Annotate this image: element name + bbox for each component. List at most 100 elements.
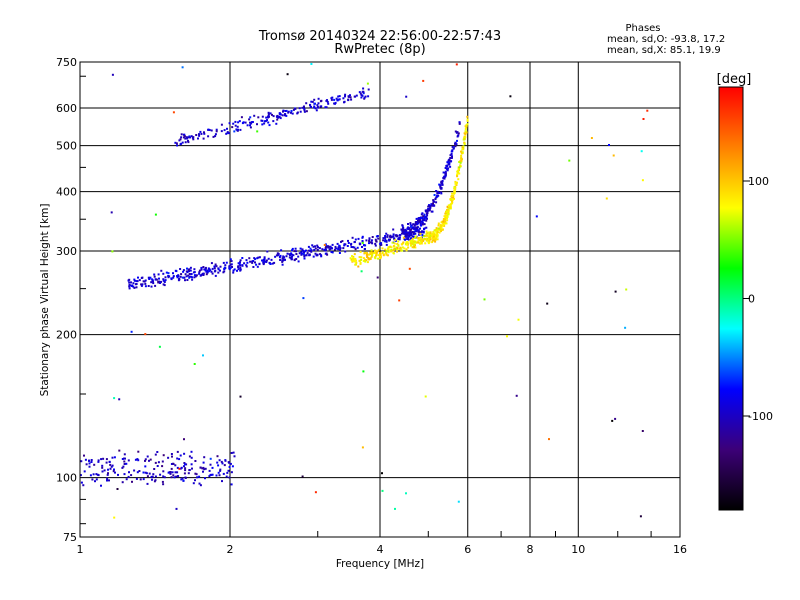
scatter-point	[136, 471, 139, 474]
scatter-point	[167, 456, 170, 459]
noise-point	[360, 270, 363, 273]
scatter-point	[221, 480, 223, 483]
x-tick-label: 6	[464, 543, 471, 556]
scatter-point	[170, 476, 173, 479]
scatter-point	[130, 281, 132, 284]
noise-point	[111, 73, 114, 76]
colorbar	[718, 86, 744, 511]
scatter-point	[157, 273, 160, 276]
scatter-point	[195, 473, 198, 476]
scatter-point	[161, 460, 164, 463]
scatter-point	[223, 268, 226, 270]
scatter-point	[375, 251, 378, 254]
scatter-point	[419, 222, 422, 225]
scatter-point	[456, 181, 458, 184]
noise-point	[625, 288, 628, 291]
scatter-point	[156, 465, 159, 467]
scatter-point	[359, 250, 362, 253]
scatter-point	[379, 256, 382, 258]
colorbar-label: [deg]	[717, 72, 752, 87]
scatter-point	[390, 250, 393, 253]
scatter-point	[303, 257, 306, 260]
scatter-point	[385, 240, 388, 243]
scatter-point	[428, 205, 431, 208]
scatter-point	[180, 478, 183, 481]
scatter-point	[375, 253, 378, 256]
scatter-point	[414, 241, 417, 244]
scatter-point	[179, 454, 182, 457]
scatter-point	[220, 123, 223, 126]
scatter-point	[363, 244, 365, 247]
scatter-point	[385, 250, 388, 253]
noise-point	[361, 446, 364, 449]
scatter-point	[432, 239, 435, 242]
scatter-point	[208, 475, 211, 478]
scatter-point	[412, 235, 415, 238]
scatter-point	[163, 476, 166, 479]
scatter-point	[464, 130, 467, 133]
scatter-point	[371, 236, 374, 238]
scatter-point	[80, 460, 83, 463]
noise-point	[376, 276, 379, 279]
scatter-point	[420, 217, 423, 219]
scatter-point	[388, 249, 391, 252]
scatter-point	[292, 108, 295, 111]
noise-point	[144, 333, 147, 336]
scatter-point	[434, 238, 437, 241]
scatter-point	[347, 95, 350, 98]
noise-point	[455, 63, 458, 66]
scatter-point	[435, 190, 438, 192]
scatter-point	[217, 268, 220, 271]
scatter-point	[298, 252, 301, 255]
scatter-point	[302, 253, 305, 256]
scatter-point	[366, 252, 368, 255]
scatter-point	[309, 103, 312, 106]
scatter-point	[234, 120, 237, 123]
scatter-point	[106, 479, 108, 482]
scatter-point	[167, 272, 170, 275]
scatter-point	[245, 265, 248, 268]
noise-point	[535, 215, 538, 218]
scatter-point	[97, 459, 100, 462]
scatter-point	[198, 133, 200, 136]
scatter-point	[352, 246, 354, 249]
scatter-point	[316, 106, 319, 108]
scatter-point	[208, 268, 211, 271]
scatter-point	[440, 187, 443, 190]
scatter-point	[317, 102, 320, 105]
scatter-point	[208, 129, 211, 131]
scatter-point	[255, 263, 258, 266]
scatter-point	[421, 234, 424, 236]
scatter-point	[403, 231, 406, 234]
scatter-point	[354, 238, 357, 241]
scatter-point	[256, 257, 259, 260]
scatter-point	[382, 239, 385, 242]
scatter-point	[101, 464, 104, 467]
scatter-point	[239, 259, 242, 262]
scatter-point	[177, 274, 180, 277]
scatter-point	[253, 114, 256, 117]
scatter-point	[397, 244, 400, 247]
scatter-point	[283, 114, 286, 117]
scatter-point	[303, 110, 306, 113]
scatter-point	[305, 249, 307, 252]
scatter-point	[447, 204, 450, 207]
scatter-point	[179, 275, 182, 278]
scatter-point	[303, 250, 306, 253]
scatter-point	[292, 254, 295, 257]
scatter-point	[429, 238, 432, 241]
scatter-point	[251, 261, 254, 264]
scatter-point	[427, 209, 430, 212]
scatter-point	[416, 221, 419, 223]
scatter-point	[444, 167, 447, 169]
scatter-point	[172, 276, 175, 279]
scatter-point	[123, 473, 126, 476]
scatter-point	[398, 236, 401, 239]
scatter-point	[423, 214, 426, 216]
scatter-point	[183, 462, 186, 464]
scatter-point	[251, 121, 254, 123]
scatter-point	[423, 228, 425, 230]
scatter-point	[312, 255, 315, 258]
scatter-point	[290, 258, 293, 261]
scatter-point	[165, 271, 168, 274]
